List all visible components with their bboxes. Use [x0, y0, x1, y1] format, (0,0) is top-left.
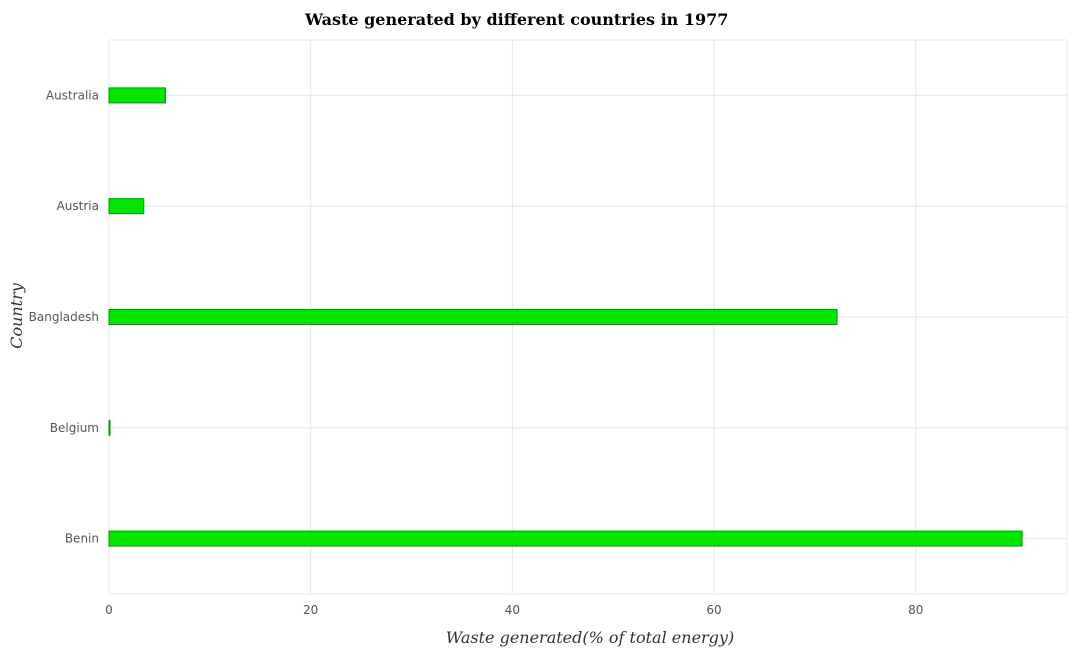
bar-belgium — [108, 419, 111, 436]
y-tick-label: Australia — [46, 88, 99, 102]
x-tick-labels: 0 20 40 60 80 — [105, 603, 923, 617]
x-tick-label: 60 — [706, 603, 721, 617]
bar-austria — [108, 198, 145, 215]
y-tick-label: Benin — [65, 532, 99, 546]
x-tick-label: 0 — [105, 603, 113, 617]
bar-benin — [108, 530, 1023, 547]
x-tick-label: 40 — [505, 603, 520, 617]
y-tick-label: Austria — [57, 199, 99, 213]
bar-australia — [108, 87, 166, 104]
chart-title: Waste generated by different countries i… — [304, 10, 728, 29]
bars — [108, 87, 1023, 547]
x-tick-label: 20 — [303, 603, 318, 617]
y-axis-title: Country — [7, 282, 26, 349]
bar-bangladesh — [108, 309, 838, 325]
y-tick-label: Belgium — [50, 421, 99, 435]
y-tick-label: Bangladesh — [29, 310, 99, 324]
y-tick-labels: Australia Austria Bangladesh Belgium Benin — [29, 88, 99, 545]
x-axis-title: Waste generated(% of total energy) — [446, 628, 734, 647]
x-tick-label: 80 — [908, 603, 923, 617]
